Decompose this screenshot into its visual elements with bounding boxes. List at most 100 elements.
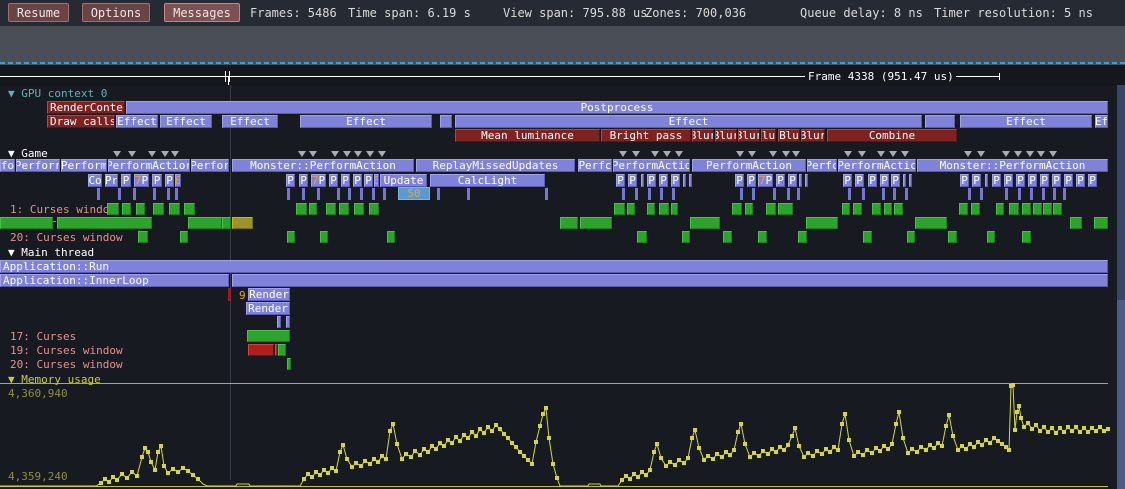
collapsed-zone-tick[interactable] [752, 188, 755, 200]
frame-image-marker-icon[interactable] [877, 151, 885, 157]
collapsed-zone-tick[interactable] [1042, 188, 1045, 200]
game-zone[interactable]: Monster::PerformAction [917, 159, 1108, 172]
game-subzone[interactable]: 6 [374, 174, 379, 187]
gpu-zone[interactable]: Effect [222, 115, 278, 128]
lock-event[interactable] [57, 217, 152, 229]
gpu-zone[interactable] [440, 115, 452, 128]
game-subzone[interactable]: P [735, 174, 744, 187]
lock-event[interactable] [0, 217, 53, 229]
lock-event[interactable] [758, 231, 767, 243]
frame-image-marker-icon[interactable] [782, 151, 790, 157]
game-subzone[interactable]: Co [88, 174, 102, 187]
game-subzone[interactable] [641, 174, 644, 187]
lock-event[interactable] [872, 203, 881, 215]
frame-image-marker-icon[interactable] [331, 151, 339, 157]
gpu-zone[interactable]: Ef [1095, 115, 1108, 128]
gpu-zone[interactable]: RenderConte [47, 101, 125, 114]
game-subzone[interactable]: P [364, 174, 373, 187]
lock-event[interactable] [682, 231, 690, 243]
render-subzone[interactable] [277, 316, 281, 328]
lock-event[interactable] [1009, 203, 1019, 215]
frame-image-marker-icon[interactable] [964, 151, 972, 157]
lock-event[interactable] [1094, 217, 1108, 229]
lock-event[interactable] [248, 344, 274, 356]
lock-event[interactable] [296, 203, 307, 215]
lock-event[interactable] [222, 217, 231, 229]
main-thread-header[interactable]: ▼ Main thread [8, 246, 95, 259]
lock-event[interactable] [153, 203, 164, 215]
game-zone[interactable]: fo [0, 159, 15, 172]
frame-image-marker-icon[interactable] [298, 151, 306, 157]
game-subzone[interactable] [903, 174, 906, 187]
lock-event[interactable] [180, 231, 188, 243]
frame-image-marker-icon[interactable] [792, 151, 800, 157]
collapsed-zone-tick[interactable] [287, 188, 290, 200]
game-subzone[interactable]: P [286, 174, 295, 187]
game-subzone[interactable]: P [329, 174, 338, 187]
frame-image-marker-icon[interactable] [1026, 151, 1034, 157]
game-subzone[interactable]: CalcLight [430, 174, 545, 187]
gpu-zone[interactable]: Effect [455, 115, 922, 128]
frame-image-marker-icon[interactable] [378, 151, 386, 157]
lock-event[interactable] [387, 231, 395, 243]
frame-overview-strip[interactable] [0, 26, 1125, 65]
game-thread-header[interactable]: ▼ Game [8, 147, 48, 160]
game-subzone[interactable] [805, 174, 808, 187]
game-subzone[interactable]: P [1028, 174, 1037, 187]
lock-event[interactable] [188, 217, 222, 229]
frame-image-marker-icon[interactable] [1049, 151, 1057, 157]
game-subzone[interactable]: P [868, 174, 877, 187]
lock-event[interactable] [309, 203, 317, 215]
lock-event[interactable] [1033, 203, 1042, 215]
game-zone[interactable]: PerformActio [613, 159, 690, 172]
lock-event[interactable] [987, 231, 995, 243]
main-thread-zone[interactable]: Application::Run [0, 260, 1108, 273]
game-subzone[interactable]: 7P [134, 174, 149, 187]
gpu-draw-zone[interactable]: Blur [761, 129, 776, 142]
game-subzone[interactable]: P [1016, 174, 1025, 187]
game-subzone[interactable]: P [165, 174, 174, 187]
frame-image-marker-icon[interactable] [366, 151, 374, 157]
frame-image-marker-icon[interactable] [128, 151, 136, 157]
collapsed-zone-tick[interactable] [118, 188, 121, 200]
collapsed-zone-tick[interactable] [133, 188, 136, 200]
game-zone[interactable]: PerformAction [692, 159, 806, 172]
game-subzone[interactable]: P [671, 174, 680, 187]
game-subzone[interactable] [909, 174, 912, 187]
game-zone[interactable]: PerformActior [108, 159, 190, 172]
collapsed-zone-tick[interactable] [660, 188, 663, 200]
lock-event[interactable] [1022, 203, 1031, 215]
lock-event[interactable] [354, 203, 364, 215]
render-subzone[interactable] [286, 316, 290, 328]
frame-image-marker-icon[interactable] [858, 151, 866, 157]
game-zone[interactable]: Perform [61, 159, 107, 172]
game-subzone[interactable]: P [353, 174, 362, 187]
lock-event[interactable] [287, 358, 291, 370]
memory-usage-header[interactable]: ▼ Memory usage [8, 373, 101, 386]
lock-event[interactable] [732, 203, 742, 215]
lock-event[interactable] [745, 203, 753, 215]
collapsed-zone-tick[interactable] [302, 188, 305, 200]
lock-event[interactable] [690, 217, 720, 229]
lock-event[interactable] [232, 217, 253, 229]
collapsed-zone-tick[interactable] [153, 188, 156, 200]
lock-event[interactable] [184, 203, 195, 215]
game-subzone[interactable]: P [1040, 174, 1049, 187]
gpu-draw-zone[interactable]: Blu [778, 129, 800, 142]
game-subzone[interactable]: P [1088, 174, 1097, 187]
lock-event[interactable] [247, 330, 290, 342]
lock-event[interactable] [1043, 203, 1052, 215]
gpu-draw-zone[interactable]: Blur [715, 129, 737, 142]
frame-image-marker-icon[interactable] [309, 151, 317, 157]
main-thread-zone[interactable]: Application::InnerLoop [0, 274, 229, 287]
collapsed-zone-tick[interactable] [437, 188, 440, 200]
gpu-context-header[interactable]: ▼ GPU context 0 [8, 87, 108, 100]
collapsed-zone-tick[interactable] [1018, 188, 1021, 200]
lock-event[interactable] [275, 344, 278, 356]
frame-image-marker-icon[interactable] [977, 151, 985, 157]
lock-event[interactable] [971, 203, 980, 215]
game-subzone[interactable]: P [1004, 174, 1013, 187]
scrollbar-thumb[interactable] [1117, 300, 1125, 489]
game-subzone[interactable] [799, 174, 802, 187]
collapsed-zone-tick[interactable] [175, 188, 178, 200]
